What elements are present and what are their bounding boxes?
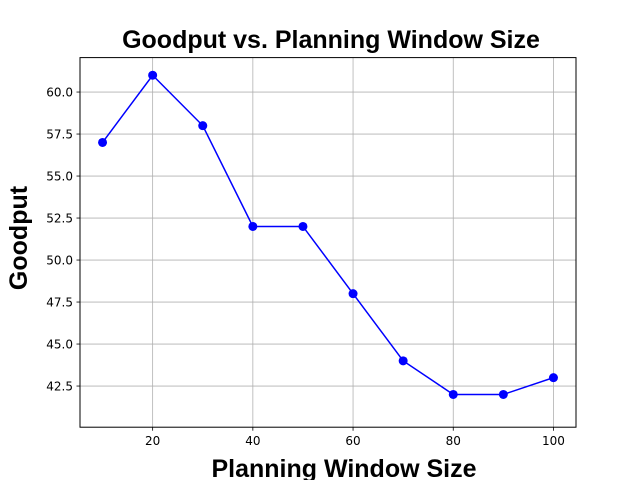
data-point xyxy=(248,221,258,231)
y-tick-label: 60.0 xyxy=(46,85,73,99)
x-tick-label: 40 xyxy=(245,434,260,448)
data-point xyxy=(148,70,158,80)
x-axis: 20 40 60 80 100 xyxy=(145,427,565,448)
x-tick-label: 100 xyxy=(542,434,565,448)
x-tick-label: 80 xyxy=(446,434,461,448)
y-axis: 42.5 45.0 47.5 50.0 52.5 55.0 57.5 60.0 xyxy=(46,85,80,393)
data-point xyxy=(198,121,208,131)
y-tick-label: 42.5 xyxy=(46,379,73,393)
series-line xyxy=(101,74,554,396)
chart-title: Goodput vs. Planning Window Size xyxy=(122,26,540,54)
y-tick-label: 45.0 xyxy=(46,337,73,351)
data-point xyxy=(548,373,558,383)
series xyxy=(98,70,558,399)
plot-area-frame xyxy=(79,57,577,428)
y-axis-label: Goodput xyxy=(5,185,33,290)
y-tick-label: 47.5 xyxy=(46,295,73,309)
x-axis-label: Planning Window Size xyxy=(211,455,476,480)
y-tick-label: 50.0 xyxy=(46,253,73,267)
y-tick-label: 55.0 xyxy=(46,169,73,183)
data-point xyxy=(348,289,358,299)
data-point xyxy=(498,389,508,399)
x-tick-label: 20 xyxy=(145,434,160,448)
grid xyxy=(80,57,576,428)
data-point xyxy=(98,137,108,147)
y-tick-label: 52.5 xyxy=(46,211,73,225)
data-point xyxy=(298,221,308,231)
y-tick-label: 57.5 xyxy=(46,127,73,141)
x-tick-label: 60 xyxy=(345,434,360,448)
data-point xyxy=(398,356,408,366)
data-point xyxy=(448,389,458,399)
